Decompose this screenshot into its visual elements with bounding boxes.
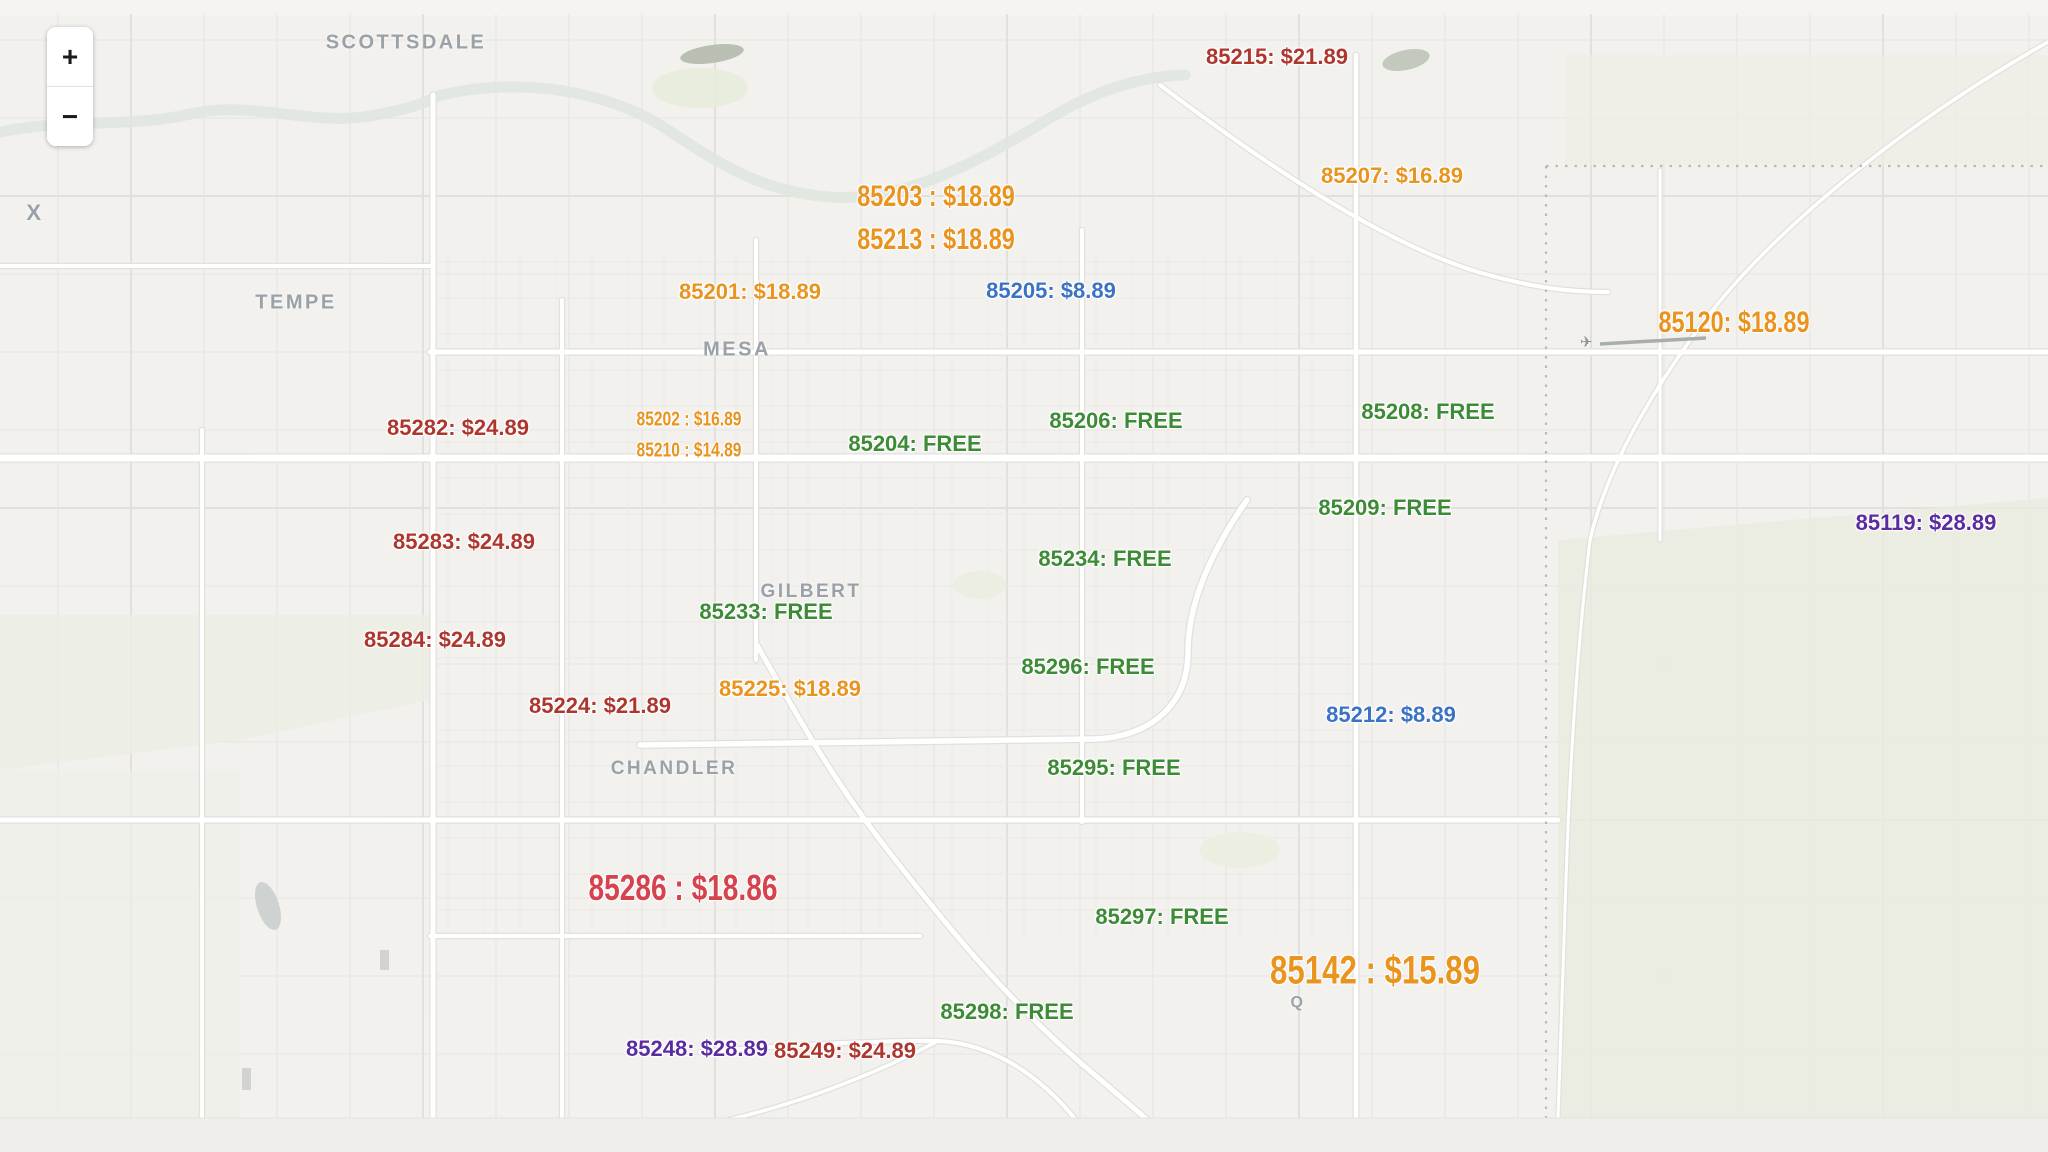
price-label-85224[interactable]: 85224: $21.89 xyxy=(529,693,671,718)
city-label-x: X xyxy=(26,200,44,225)
price-label-85207[interactable]: 85207: $16.89 xyxy=(1321,163,1463,188)
city-label-gilbert: GILBERT xyxy=(760,581,862,602)
price-label-85209[interactable]: 85209: FREE xyxy=(1318,495,1452,520)
price-label-85225[interactable]: 85225: $18.89 xyxy=(719,676,861,701)
price-label-85206[interactable]: 85206: FREE xyxy=(1049,408,1183,433)
price-label-85284[interactable]: 85284: $24.89 xyxy=(364,627,506,652)
price-label-85233[interactable]: 85233: FREE xyxy=(699,599,833,624)
price-label-85282[interactable]: 85282: $24.89 xyxy=(387,415,529,440)
price-label-85212[interactable]: 85212: $8.89 xyxy=(1326,702,1456,727)
airport-icon: ✈ xyxy=(1580,334,1593,351)
zoom-control-divider xyxy=(47,86,93,87)
city-label-tempe: TEMPE xyxy=(255,291,337,314)
price-label-85296[interactable]: 85296: FREE xyxy=(1021,654,1155,679)
price-label-85297[interactable]: 85297: FREE xyxy=(1095,904,1229,929)
price-label-85142[interactable]: 85142 : $15.89 xyxy=(1270,948,1480,993)
price-label-85295[interactable]: 85295: FREE xyxy=(1047,755,1181,780)
price-label-85215[interactable]: 85215: $21.89 xyxy=(1206,44,1348,69)
price-label-85286[interactable]: 85286 : $18.86 xyxy=(588,867,778,908)
price-label-85120[interactable]: 85120: $18.89 xyxy=(1658,306,1810,339)
price-label-85208[interactable]: 85208: FREE xyxy=(1361,399,1495,424)
county-boundary-line xyxy=(1544,164,2048,1152)
price-label-85204[interactable]: 85204: FREE xyxy=(848,431,982,456)
price-label-85202[interactable]: 85202 : $16.89 xyxy=(636,408,742,431)
pond xyxy=(254,881,282,931)
city-label-chandler: CHANDLER xyxy=(610,758,738,779)
price-label-85210[interactable]: 85210 : $14.89 xyxy=(636,439,742,462)
price-label-85234[interactable]: 85234: FREE xyxy=(1038,546,1172,571)
zoom-in-button[interactable]: + xyxy=(47,27,93,86)
price-label-85298[interactable]: 85298: FREE xyxy=(940,999,1074,1024)
price-label-85201[interactable]: 85201: $18.89 xyxy=(679,279,821,304)
zoom-control: + − xyxy=(47,27,93,146)
city-label-scottsdale: SCOTTSDALE xyxy=(325,31,487,54)
city-label-q: Q xyxy=(1290,994,1306,1011)
desert-region xyxy=(1558,498,2048,1118)
price-label-85205[interactable]: 85205: $8.89 xyxy=(986,278,1116,303)
price-label-85283[interactable]: 85283: $24.89 xyxy=(393,529,535,554)
runway xyxy=(1599,336,1707,346)
price-label-85203[interactable]: 85203 : $18.89 xyxy=(857,180,1015,213)
price-label-85119[interactable]: 85119: $28.89 xyxy=(1855,510,1997,535)
city-label-mesa: MESA xyxy=(703,338,771,361)
river xyxy=(0,69,1191,204)
price-label-85248[interactable]: 85248: $28.89 xyxy=(626,1036,768,1061)
price-label-85213[interactable]: 85213 : $18.89 xyxy=(857,223,1015,256)
price-label-85249[interactable]: 85249: $24.89 xyxy=(774,1038,916,1063)
zoom-out-button[interactable]: − xyxy=(47,87,93,146)
